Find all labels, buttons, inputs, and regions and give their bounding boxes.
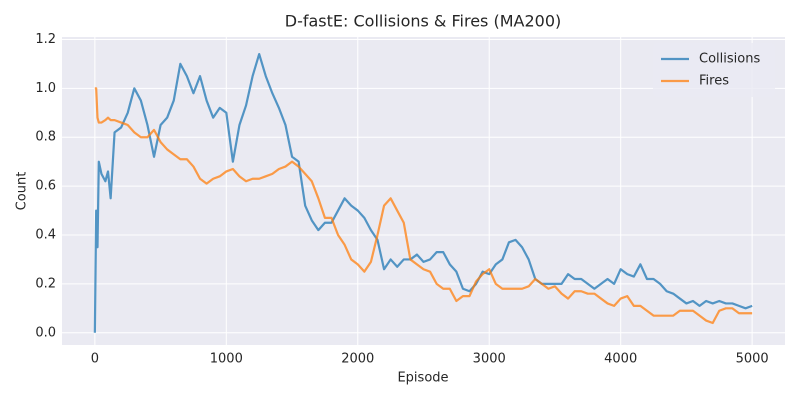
chart-title: D-fastE: Collisions & Fires (MA200) (285, 12, 561, 31)
y-tick-label: 1.0 (35, 81, 56, 96)
y-axis-label: Count (15, 172, 30, 211)
legend-label: Collisions (699, 52, 760, 67)
x-tick-label: 3000 (473, 352, 506, 367)
legend-label: Fires (699, 74, 729, 89)
x-tick-label: 2000 (341, 352, 374, 367)
x-tick-label: 0 (91, 352, 99, 367)
x-axis-label: Episode (397, 371, 448, 386)
x-tick-label: 5000 (736, 352, 769, 367)
series-line (94, 87, 753, 325)
x-tick-label: 1000 (210, 352, 243, 367)
legend-box (653, 43, 775, 97)
y-tick-label: 0.4 (35, 228, 56, 243)
series-line (93, 53, 753, 333)
y-tick-label: 0.8 (35, 130, 56, 145)
y-tick-label: 1.2 (35, 32, 56, 47)
y-tick-label: 0.2 (35, 276, 56, 291)
y-tick-label: 0.6 (35, 179, 56, 194)
y-tick-label: 0.0 (35, 325, 56, 340)
x-tick-label: 4000 (604, 352, 637, 367)
